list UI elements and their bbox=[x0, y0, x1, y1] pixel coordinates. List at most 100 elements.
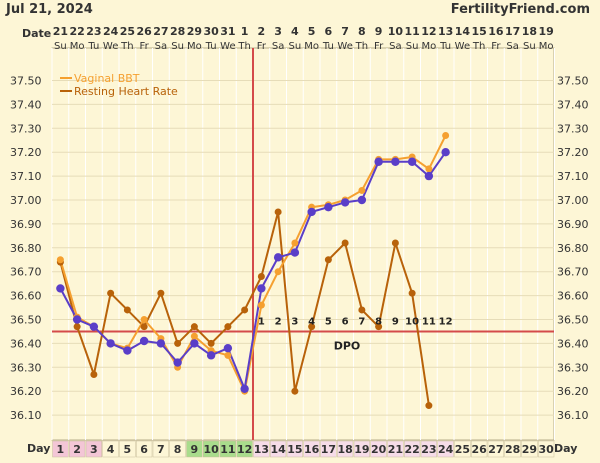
temp-point bbox=[391, 157, 400, 166]
date-cell: 25 bbox=[120, 25, 135, 38]
rhr-point bbox=[174, 339, 182, 347]
weekday-cell: Fr bbox=[257, 41, 267, 52]
weekday-cell: Su bbox=[171, 41, 184, 52]
day-cell-bg bbox=[169, 440, 186, 458]
y-tick-right: 37.00 bbox=[557, 194, 589, 207]
weekday-cell: Su bbox=[54, 41, 67, 52]
temp-point bbox=[72, 315, 82, 324]
rhr-point bbox=[341, 239, 349, 247]
date-cell: 15 bbox=[471, 25, 486, 38]
day-cell: 4 bbox=[107, 443, 115, 456]
temp-point bbox=[173, 358, 182, 367]
day-cell: 5 bbox=[124, 443, 132, 456]
rhr-point bbox=[308, 323, 316, 331]
y-tick-left: 36.20 bbox=[10, 385, 42, 398]
temp-point bbox=[123, 346, 132, 355]
weekday-cell: Sa bbox=[506, 41, 518, 52]
weekday-cell: Mo bbox=[304, 41, 319, 52]
weekday-cell: We bbox=[455, 41, 470, 52]
temp-point bbox=[156, 339, 166, 348]
temp-point bbox=[56, 284, 65, 293]
day-cell: 21 bbox=[388, 443, 403, 456]
day-cell-bg bbox=[52, 440, 69, 458]
date-cell: 28 bbox=[170, 25, 185, 38]
temp-point bbox=[407, 157, 417, 166]
y-tick-left: 36.30 bbox=[10, 361, 42, 374]
day-cell-bg bbox=[404, 440, 421, 458]
day-cell-bg bbox=[370, 440, 387, 458]
y-tick-left: 37.30 bbox=[10, 122, 42, 135]
day-cell-bg bbox=[337, 440, 354, 458]
rhr-point bbox=[241, 306, 249, 314]
day-cell-bg bbox=[504, 440, 521, 458]
date-cell: 30 bbox=[203, 25, 219, 38]
day-cell-bg bbox=[538, 440, 555, 458]
date-cell: 13 bbox=[438, 25, 453, 38]
temp-point bbox=[324, 202, 333, 212]
day-cell: 8 bbox=[174, 443, 182, 456]
dpo-day: 6 bbox=[342, 316, 349, 327]
rhr-point bbox=[425, 402, 433, 410]
day-cell: 12 bbox=[237, 443, 252, 456]
date-cell: 17 bbox=[505, 25, 520, 38]
date-cell: 12 bbox=[421, 25, 436, 38]
temp-point bbox=[441, 148, 450, 157]
rhr-point bbox=[140, 323, 148, 331]
weekday-cell: Sa bbox=[155, 41, 167, 52]
day-cell: 11 bbox=[220, 443, 235, 456]
dpo-day: 4 bbox=[308, 316, 315, 327]
day-cell: 28 bbox=[505, 443, 520, 456]
date-cell: 27 bbox=[153, 25, 168, 38]
y-tick-left: 37.00 bbox=[10, 194, 42, 207]
day-cell: 1 bbox=[57, 443, 65, 456]
weekday-cell: Fr bbox=[374, 41, 384, 52]
temp-point bbox=[374, 157, 383, 166]
site-name: FertilityFriend.com bbox=[451, 2, 590, 17]
temp-point bbox=[206, 351, 216, 360]
temp-point bbox=[240, 384, 249, 394]
y-tick-left: 37.20 bbox=[10, 146, 42, 159]
temp-point bbox=[257, 284, 266, 293]
day-cell: 27 bbox=[488, 443, 503, 456]
bbt-point bbox=[140, 316, 148, 323]
day-cell-bg bbox=[454, 440, 471, 458]
weekday-cell: Fr bbox=[140, 41, 150, 52]
y-tick-left: 37.40 bbox=[10, 98, 42, 111]
day-cell: 22 bbox=[404, 443, 419, 456]
day-cell: 6 bbox=[140, 443, 148, 456]
rhr-point bbox=[274, 208, 282, 216]
dpo-day: 1 bbox=[258, 316, 265, 327]
rhr-point bbox=[90, 370, 98, 378]
day-cell-bg bbox=[236, 440, 253, 458]
y-tick-right: 36.50 bbox=[557, 314, 589, 327]
date-cell: 3 bbox=[274, 25, 282, 38]
y-tick-left: 37.50 bbox=[10, 75, 42, 88]
bbt-point bbox=[190, 332, 198, 340]
y-axis-right: 37.50 37.40 37.30 37.20 37.10 37.00 36.90 36.80… bbox=[557, 75, 589, 423]
date-cell: 7 bbox=[341, 25, 349, 38]
dpo-day: 5 bbox=[325, 316, 332, 327]
rhr-point bbox=[224, 323, 232, 331]
y-tick-left: 36.60 bbox=[10, 290, 42, 303]
y-tick-right: 36.40 bbox=[557, 337, 589, 350]
y-tick-right: 36.10 bbox=[557, 409, 589, 422]
date-cell: 5 bbox=[308, 25, 316, 38]
y-tick-right: 36.80 bbox=[557, 242, 589, 255]
date-cell: 4 bbox=[291, 25, 299, 38]
weekday-cell: Th bbox=[355, 41, 368, 52]
rhr-point bbox=[291, 387, 299, 395]
temp-point bbox=[139, 336, 149, 346]
temp-point bbox=[340, 198, 350, 207]
day-cell: 20 bbox=[371, 443, 387, 456]
bbt-point bbox=[442, 131, 450, 139]
dpo-day: 11 bbox=[422, 316, 436, 327]
weekday-cell: We bbox=[103, 41, 118, 52]
day-cell: 26 bbox=[471, 443, 487, 456]
y-tick-right: 36.70 bbox=[557, 266, 589, 279]
y-tick-left: 36.70 bbox=[10, 266, 42, 279]
rhr-point bbox=[358, 306, 366, 314]
day-cell-bg bbox=[286, 440, 303, 458]
day-cell-bg bbox=[270, 440, 287, 458]
temp-point bbox=[307, 207, 316, 217]
